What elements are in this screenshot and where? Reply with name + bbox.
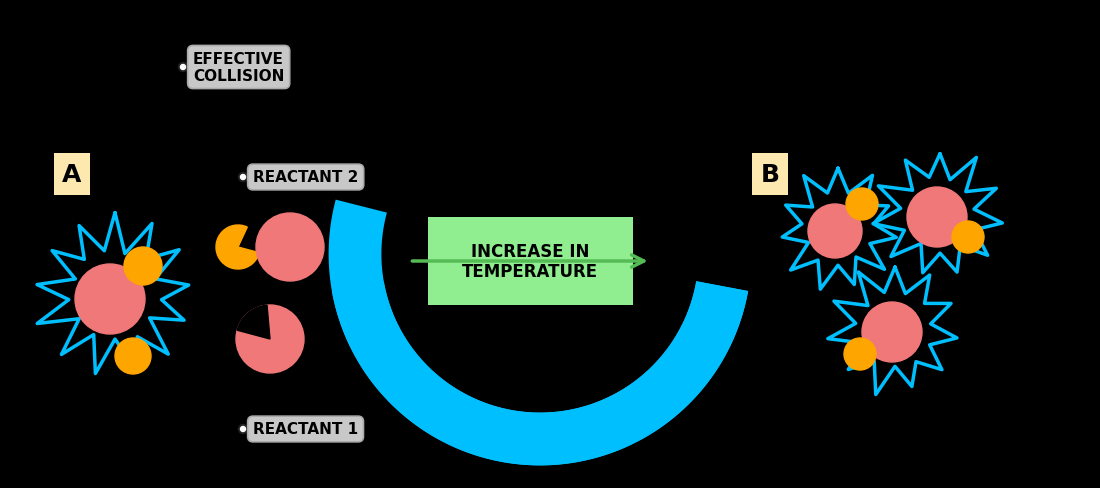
Text: INCREASE IN
TEMPERATURE: INCREASE IN TEMPERATURE [462,242,598,281]
Circle shape [239,425,248,434]
Text: B: B [760,163,780,186]
Wedge shape [216,225,260,269]
Text: EFFECTIVE
COLLISION: EFFECTIVE COLLISION [192,52,285,84]
Circle shape [256,214,324,282]
Circle shape [116,338,151,374]
Circle shape [75,264,145,334]
Circle shape [808,204,862,259]
Text: REACTANT 1: REACTANT 1 [253,422,359,437]
Circle shape [846,189,878,221]
Text: A: A [63,163,81,186]
Circle shape [862,303,922,362]
Circle shape [241,175,245,180]
Wedge shape [238,305,270,339]
Circle shape [952,222,984,253]
Circle shape [239,173,248,182]
Text: REACTANT 2: REACTANT 2 [253,170,359,185]
Circle shape [844,338,876,370]
Circle shape [241,427,245,431]
Circle shape [180,65,186,70]
Circle shape [178,63,187,72]
FancyBboxPatch shape [428,218,632,305]
Circle shape [236,305,304,373]
Circle shape [124,247,162,285]
Circle shape [908,187,967,247]
